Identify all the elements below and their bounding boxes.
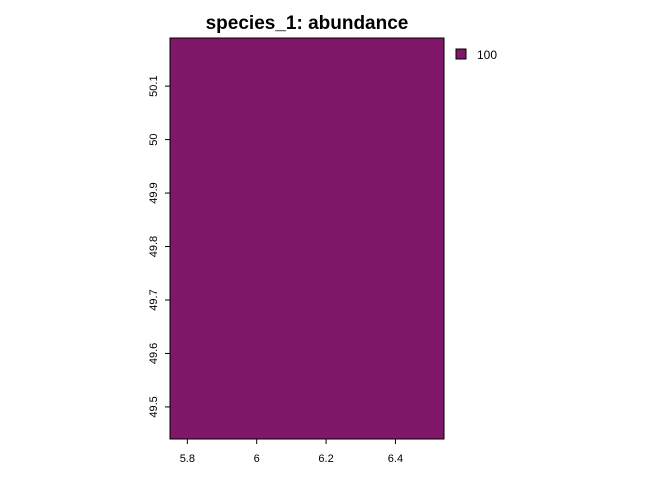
y-tick-label: 49.9 — [148, 182, 160, 203]
legend-label: 100 — [477, 48, 497, 62]
y-tick-label: 50.1 — [148, 75, 160, 96]
x-tick-label: 6 — [254, 453, 260, 465]
raster-layer — [170, 38, 444, 439]
chart-title: species_1: abundance — [206, 13, 409, 34]
y-tick-label: 49.6 — [148, 343, 160, 364]
legend: 100 — [455, 48, 497, 62]
y-tick-label: 49.5 — [148, 396, 160, 417]
x-tick-label: 6.2 — [318, 453, 333, 465]
y-tick-label: 49.8 — [148, 236, 160, 257]
y-tick-label: 50 — [148, 133, 160, 145]
legend-swatch — [455, 48, 467, 60]
plot-border — [169, 37, 445, 440]
x-tick-label: 5.8 — [180, 453, 195, 465]
raster-cell — [170, 38, 444, 439]
x-axis: 5.8 6 6.2 6.4 — [180, 439, 403, 465]
y-tick-label: 49.7 — [148, 289, 160, 310]
x-tick-label: 6.4 — [388, 453, 403, 465]
y-axis: 49.5 49.6 49.7 49.8 49.9 50 50.1 — [148, 75, 170, 418]
